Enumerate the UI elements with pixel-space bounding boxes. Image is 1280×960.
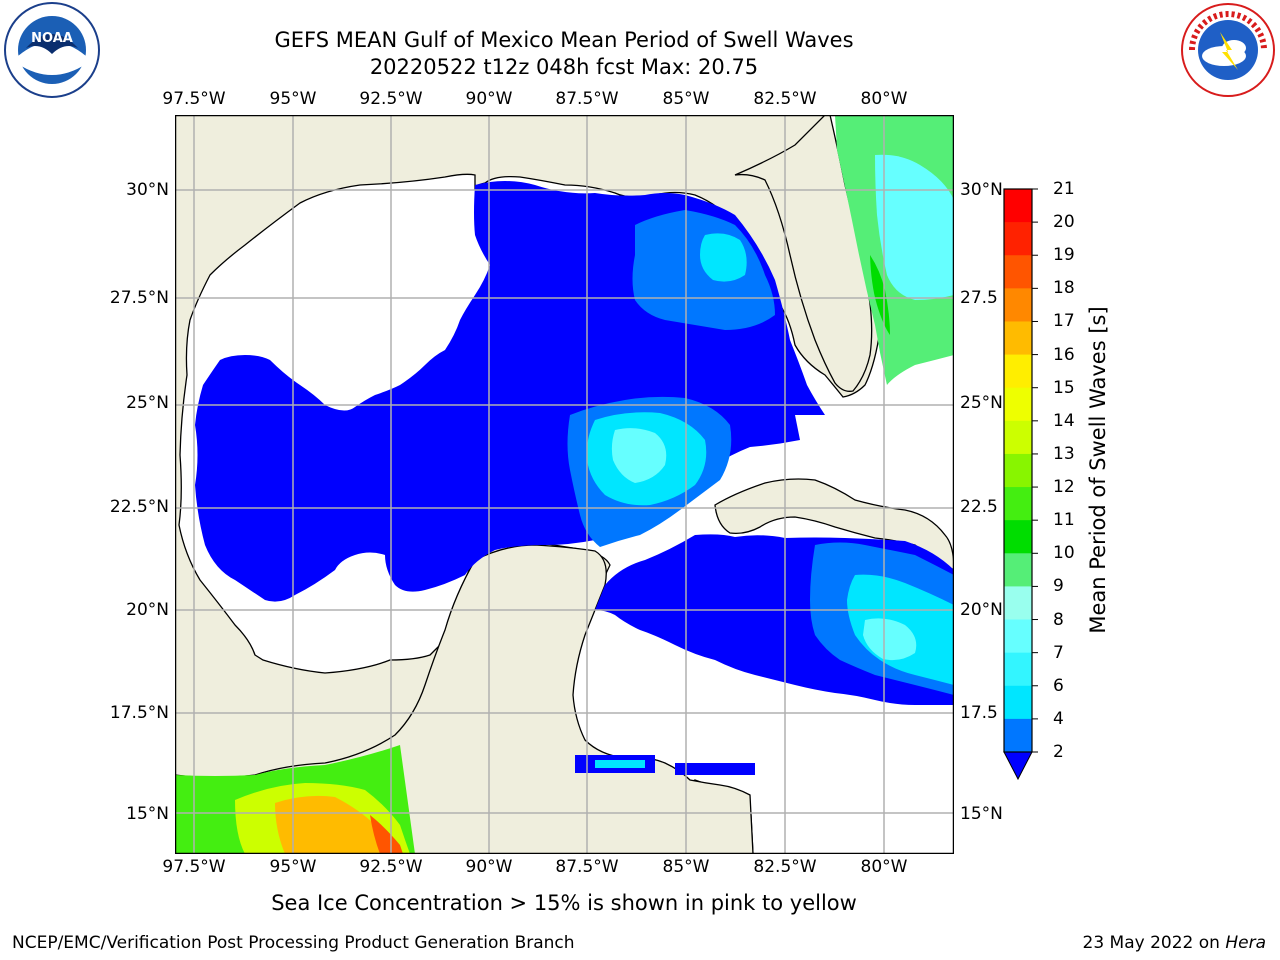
footer-date-text: 23 May 2022 on bbox=[1082, 933, 1226, 953]
colorbar-tick-label: 4 bbox=[1053, 708, 1064, 729]
lon-tick-top: 97.5°W bbox=[162, 89, 226, 109]
colorbar-tick-label: 20 bbox=[1053, 212, 1075, 233]
footer-date: 23 May 2022 on Hera bbox=[1083, 933, 1267, 953]
colorbar-segment bbox=[1004, 685, 1032, 720]
lon-tick-bottom: 85°W bbox=[662, 857, 710, 877]
colorbar-segment bbox=[1004, 520, 1032, 554]
lon-tick-top: 85°W bbox=[662, 89, 710, 109]
lon-tick-bottom: 87.5°W bbox=[555, 857, 619, 877]
lon-tick-bottom: 90°W bbox=[465, 857, 513, 877]
lon-tick-top: 80°W bbox=[860, 89, 908, 109]
lon-tick-bottom: 97.5°W bbox=[162, 857, 226, 877]
colorbar-tick-label: 11 bbox=[1053, 510, 1075, 531]
lon-tick-bottom: 95°W bbox=[269, 857, 317, 877]
colorbar-segment bbox=[1004, 387, 1032, 422]
gridlines bbox=[175, 115, 954, 854]
colorbar-segment bbox=[1004, 619, 1032, 654]
svg-text:NOAA: NOAA bbox=[31, 31, 73, 46]
colorbar-extend-arrow bbox=[1003, 751, 1033, 781]
map-panel bbox=[175, 115, 954, 854]
colorbar-segment bbox=[1004, 189, 1032, 223]
colorbar-segment bbox=[1004, 652, 1032, 687]
colorbar-tick-label: 16 bbox=[1053, 344, 1075, 365]
colorbar-segment bbox=[1004, 420, 1032, 455]
colorbar-tick-label: 6 bbox=[1053, 675, 1064, 696]
lat-tick-right: 30°N bbox=[960, 180, 1003, 200]
lat-tick-left: 15°N bbox=[126, 804, 169, 824]
lat-tick-right: 27.5 bbox=[960, 288, 998, 308]
lat-tick-left: 17.5°N bbox=[109, 703, 169, 723]
swell-period-fill bbox=[175, 115, 954, 854]
lat-tick-left: 27.5°N bbox=[109, 288, 169, 308]
lat-tick-left: 20°N bbox=[126, 600, 169, 620]
colorbar-segment bbox=[1004, 553, 1032, 587]
lon-tick-top: 95°W bbox=[269, 89, 317, 109]
lat-tick-right: 22.5 bbox=[960, 497, 998, 517]
colorbar-segment bbox=[1004, 453, 1032, 488]
colorbar-segment bbox=[1004, 354, 1032, 389]
nws-logo bbox=[1181, 3, 1275, 97]
lon-tick-bottom: 92.5°W bbox=[359, 857, 423, 877]
colorbar-tick-label: 15 bbox=[1053, 377, 1075, 398]
lon-tick-top: 82.5°W bbox=[753, 89, 817, 109]
colorbar-tick-label: 13 bbox=[1053, 443, 1075, 464]
colorbar-tick-label: 2 bbox=[1053, 742, 1064, 762]
footer-credit: NCEP/EMC/Verification Post Processing Pr… bbox=[12, 933, 575, 953]
colorbar-tick-label: 17 bbox=[1053, 311, 1075, 332]
lon-tick-top: 90°W bbox=[465, 89, 513, 109]
lat-tick-left: 25°N bbox=[126, 393, 169, 413]
colorbar-segment bbox=[1004, 255, 1032, 289]
lon-tick-top: 92.5°W bbox=[359, 89, 423, 109]
colorbar-tick-label: 18 bbox=[1053, 278, 1075, 299]
colorbar-tick-label: 14 bbox=[1053, 410, 1075, 431]
colorbar-label: Mean Period of Swell Waves [s] bbox=[1086, 306, 1110, 634]
lat-tick-right: 25°N bbox=[960, 393, 1003, 413]
lon-tick-bottom: 80°W bbox=[860, 857, 908, 877]
footer-host: Hera bbox=[1225, 933, 1266, 953]
lon-tick-bottom: 82.5°W bbox=[753, 857, 817, 877]
noaa-logo: NOAA bbox=[4, 2, 100, 98]
lat-tick-right: 20°N bbox=[960, 600, 1003, 620]
lat-tick-right: 17.5 bbox=[960, 703, 998, 723]
lat-tick-left: 30°N bbox=[126, 180, 169, 200]
colorbar-tick-label: 10 bbox=[1053, 543, 1075, 564]
colorbar-segment bbox=[1004, 487, 1032, 521]
colorbar-tick-label: 8 bbox=[1053, 609, 1064, 630]
lat-tick-left: 22.5°N bbox=[109, 497, 169, 517]
colorbar-segment bbox=[1004, 718, 1032, 753]
map-caption: Sea Ice Concentration > 15% is shown in … bbox=[271, 891, 857, 915]
colorbar-tick-label: 7 bbox=[1053, 642, 1064, 663]
colorbar-tick-label: 21 bbox=[1053, 179, 1075, 199]
lon-tick-top: 87.5°W bbox=[555, 89, 619, 109]
colorbar-tick-label: 12 bbox=[1053, 477, 1075, 498]
colorbar-tick-label: 9 bbox=[1053, 576, 1064, 597]
colorbar-segment bbox=[1004, 321, 1032, 356]
colorbar bbox=[1003, 188, 1038, 781]
colorbar-segment bbox=[1004, 288, 1032, 322]
lat-tick-right: 15°N bbox=[960, 804, 1003, 824]
chart-subtitle: 20220522 t12z 048h fcst Max: 20.75 bbox=[369, 55, 759, 79]
colorbar-tick-label: 19 bbox=[1053, 245, 1075, 266]
colorbar-segment bbox=[1004, 586, 1032, 621]
chart-title: GEFS MEAN Gulf of Mexico Mean Period of … bbox=[274, 28, 854, 52]
colorbar-segment bbox=[1004, 222, 1032, 256]
